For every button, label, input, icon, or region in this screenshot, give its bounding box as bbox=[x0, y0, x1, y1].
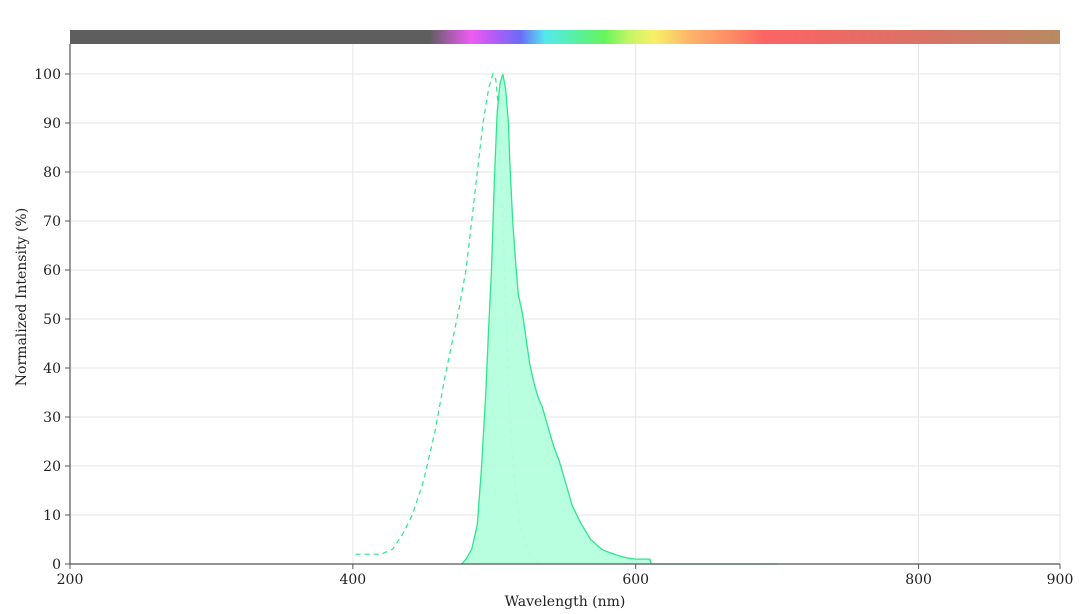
y-tick-label: 20 bbox=[43, 459, 61, 475]
y-tick-label: 0 bbox=[52, 557, 61, 573]
y-tick-label: 90 bbox=[43, 116, 61, 132]
y-tick-label: 30 bbox=[43, 410, 61, 426]
y-tick-label: 80 bbox=[43, 165, 61, 181]
axes: 0 10 20 30 40 50 60 70 80 90 100 200 400 600 800 900 bbox=[34, 44, 1073, 588]
x-tick-label: 800 bbox=[905, 572, 932, 588]
y-tick-label: 100 bbox=[34, 67, 61, 83]
emission-spectrum-line bbox=[461, 73, 778, 565]
x-axis-title: Wavelength (nm) bbox=[505, 594, 626, 610]
y-tick-label: 50 bbox=[43, 312, 61, 328]
y-axis-title: Normalized Intensity (%) bbox=[14, 208, 30, 386]
y-tick-label: 70 bbox=[43, 214, 61, 230]
x-tick-label: 400 bbox=[339, 572, 366, 588]
x-tick-label: 600 bbox=[622, 572, 649, 588]
x-tick-label: 200 bbox=[57, 572, 84, 588]
y-tick-label: 60 bbox=[43, 263, 61, 279]
grid bbox=[70, 44, 1060, 564]
series-layer bbox=[355, 72, 778, 565]
wavelength-color-bar bbox=[70, 30, 1060, 44]
y-tick-label: 10 bbox=[43, 508, 61, 524]
y-tick-label: 40 bbox=[43, 361, 61, 377]
emission-area-fill bbox=[461, 74, 778, 564]
x-tick-label: 900 bbox=[1047, 572, 1074, 588]
